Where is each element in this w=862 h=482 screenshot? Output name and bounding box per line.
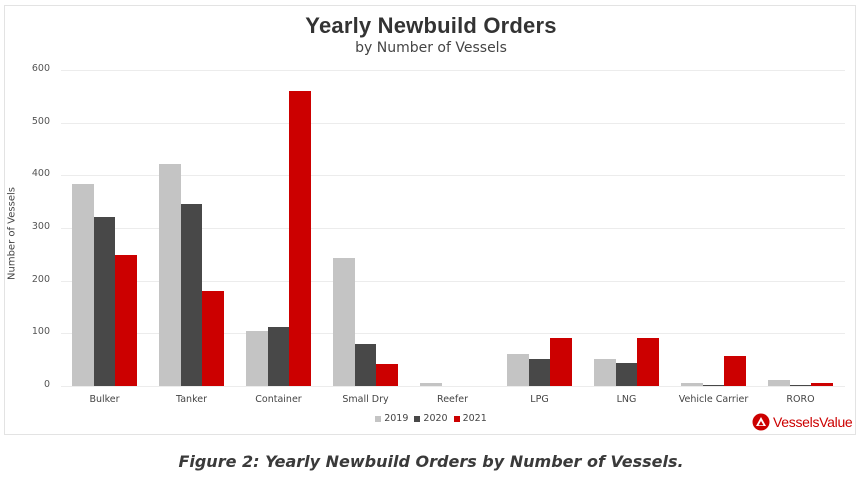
y-tick-label: 200 — [31, 273, 50, 285]
bar-2021 — [115, 254, 138, 386]
bar-2020 — [702, 385, 725, 386]
bar-2020 — [93, 216, 116, 386]
bar-2020 — [615, 362, 638, 386]
legend-swatch — [414, 415, 421, 422]
gridline — [61, 122, 845, 124]
bar-2021 — [637, 337, 660, 386]
brand-name: VesselsValue — [773, 414, 853, 430]
bar-2020 — [528, 358, 551, 386]
y-tick-label: 100 — [31, 326, 50, 338]
chart-subtitle: by Number of Vessels — [355, 40, 507, 56]
legend-item: 2019 — [375, 413, 408, 424]
gridline — [61, 333, 845, 335]
y-tick-label: 600 — [31, 63, 50, 74]
legend-swatch — [453, 415, 460, 422]
x-tick-label: Small Dry — [342, 394, 389, 405]
legend-item: 2020 — [414, 413, 448, 424]
x-tick-label: LPG — [530, 394, 549, 405]
legend: 2019 2020 2021 — [0, 413, 862, 425]
bar-2020 — [267, 327, 290, 386]
bar-2021 — [550, 337, 573, 386]
bar-2019 — [72, 183, 94, 386]
legend-label: 2020 — [423, 413, 448, 424]
bar-2019 — [333, 257, 355, 386]
brand-logo: VesselsValue — [752, 413, 853, 431]
gridline — [61, 228, 845, 229]
bar-2019 — [507, 353, 529, 386]
y-tick-label: 400 — [31, 168, 50, 180]
bar-2021 — [811, 382, 834, 386]
gridline — [61, 175, 845, 177]
bar-2019 — [594, 358, 616, 386]
bar-2020 — [354, 343, 377, 386]
bar-2021 — [724, 355, 747, 386]
legend-label: 2021 — [462, 413, 487, 424]
bar-2019 — [420, 383, 442, 386]
legend-label: 2019 — [384, 413, 409, 424]
legend-item: 2021 — [453, 413, 487, 424]
gridline — [61, 70, 845, 71]
bar-2020 — [789, 385, 812, 386]
gridline — [61, 280, 845, 282]
gridline — [61, 386, 845, 387]
bar-2019 — [768, 380, 790, 386]
x-tick-label: Vehicle Carrier — [678, 394, 749, 405]
chart-frame — [4, 5, 856, 435]
bar-2021 — [202, 291, 225, 386]
figure-caption: Figure 2: Yearly Newbuild Orders by Numb… — [178, 452, 684, 471]
bar-2019 — [159, 163, 181, 386]
y-tick-label: 300 — [31, 221, 50, 232]
legend-swatch — [375, 415, 382, 422]
x-tick-label: RORO — [786, 394, 815, 405]
bar-2020 — [180, 203, 203, 386]
bar-2021 — [289, 91, 312, 386]
y-tick-label: 500 — [31, 115, 50, 127]
x-tick-label: LNG — [616, 394, 637, 405]
vesselsvalue-logo-icon — [752, 413, 770, 431]
x-tick-label: Container — [255, 394, 302, 405]
bar-2019 — [246, 330, 268, 386]
x-tick-label: Tanker — [176, 394, 207, 405]
x-tick-label: Bulker — [89, 394, 120, 405]
chart-title: Yearly Newbuild Orders — [305, 13, 557, 38]
bar-2021 — [376, 363, 399, 386]
x-tick-label: Reefer — [437, 394, 468, 405]
y-tick-label: 0 — [43, 379, 50, 390]
bar-2019 — [681, 383, 703, 386]
plot-area — [61, 70, 845, 387]
